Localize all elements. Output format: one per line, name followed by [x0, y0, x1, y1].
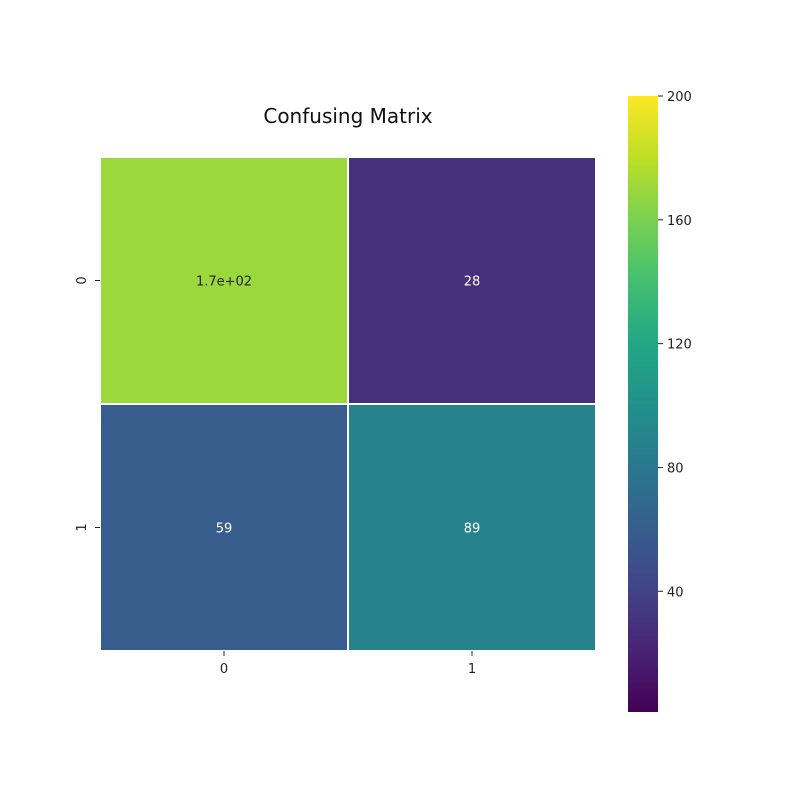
y-axis: 01 — [75, 276, 100, 532]
heatmap-cell-labels: 1.7e+02 28 59 89 — [196, 275, 480, 537]
y-tick-label: 1 — [75, 523, 90, 531]
heatmap-cells — [99, 156, 597, 652]
colorbar-tick-label: 80 — [667, 461, 684, 476]
colorbar-tick-label: 200 — [667, 90, 692, 105]
cell-value-label: 1.7e+02 — [196, 275, 252, 290]
cell-value-label: 59 — [216, 522, 233, 537]
x-tick-label: 0 — [220, 662, 228, 677]
x-tick-label: 1 — [468, 662, 476, 677]
colorbar-tick-label: 160 — [667, 214, 692, 229]
heatmap-cell — [347, 403, 597, 652]
cell-value-label: 28 — [464, 275, 481, 290]
heatmap-cell — [99, 403, 349, 652]
heatmap-cell — [99, 156, 349, 405]
colorbar-gradient — [628, 96, 658, 712]
cell-value-label: 89 — [464, 522, 481, 537]
heatmap-cell — [347, 156, 597, 405]
y-tick-label: 0 — [75, 276, 90, 284]
colorbar: 40 80 120 160 200 — [628, 90, 692, 712]
chart-title: Confusing Matrix — [263, 104, 432, 128]
colorbar-tick-label: 120 — [667, 338, 692, 353]
colorbar-tick-label: 40 — [667, 585, 684, 600]
